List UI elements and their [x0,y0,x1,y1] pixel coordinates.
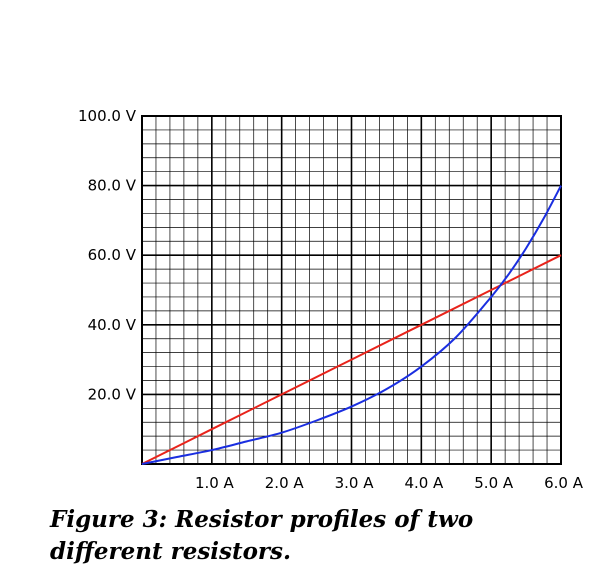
x-tick-label: 5.0 A [474,474,514,492]
x-tick-label: 6.0 A [544,474,584,492]
x-tick-label: 1.0 A [195,474,235,492]
resistor-profile-chart: 20.0 V 40.0 V 60.0 V 80.0 V 100.0 V 1.0 A 2.0… [78,107,584,492]
series-layer [141,185,562,465]
y-tick-label: 40.0 V [88,316,137,334]
y-tick-label: 20.0 V [88,385,137,403]
x-tick-label: 2.0 A [265,474,305,492]
major-grid [142,115,562,464]
x-tick-labels: 1.0 A 2.0 A 3.0 A 4.0 A 5.0 A 6.0 A [195,474,584,492]
plot-frame [141,115,562,465]
chart-container: 20.0 V 40.0 V 60.0 V 80.0 V 100.0 V 1.0 A 2.0… [78,107,584,492]
y-tick-label: 60.0 V [88,246,137,264]
series-line-1 [141,254,562,465]
x-tick-label: 3.0 A [335,474,375,492]
y-tick-label: 80.0 V [88,177,137,195]
series-line-2 [141,185,562,465]
y-tick-label: 100.0 V [78,107,137,125]
y-tick-labels: 20.0 V 40.0 V 60.0 V 80.0 V 100.0 V [78,107,137,403]
x-tick-label: 4.0 A [404,474,444,492]
figure-caption: Figure 3: Resistor profiles of two diffe… [50,506,474,565]
